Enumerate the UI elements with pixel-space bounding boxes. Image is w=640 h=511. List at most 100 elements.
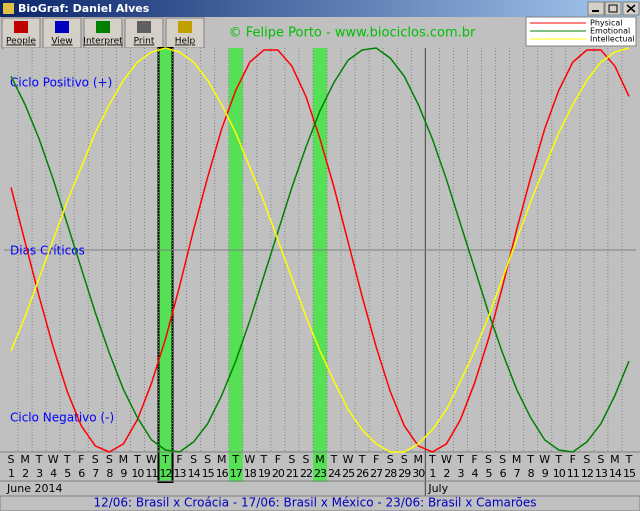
day-label: 8 [528, 467, 535, 480]
weekday-label: T [231, 453, 239, 466]
day-label: 5 [486, 467, 493, 480]
maximize-button[interactable] [604, 1, 622, 16]
weekday-label: F [275, 453, 281, 466]
day-label: 6 [500, 467, 507, 480]
day-label: 1 [429, 467, 435, 480]
weekday-label: T [554, 453, 562, 466]
day-label: 4 [50, 467, 57, 480]
weekday-label: S [204, 453, 211, 466]
month-label: July [427, 482, 448, 495]
weekday-label: S [401, 453, 408, 466]
day-label: 23 [314, 467, 327, 480]
toolbar: People View Interpret Print Help [1, 17, 205, 49]
weekday-label: F [176, 453, 182, 466]
day-label: 17 [230, 467, 243, 480]
day-label: 2 [22, 467, 28, 480]
window-title: BioGraf: Daniel Alves [18, 2, 150, 15]
day-label: 19 [258, 467, 271, 480]
weekday-label: M [512, 453, 522, 466]
day-label: 14 [188, 467, 201, 480]
axis-label: Ciclo Negativo (-) [10, 411, 114, 425]
day-label: 29 [398, 467, 411, 480]
weekday-label: F [373, 453, 379, 466]
weekday-label: M [315, 453, 325, 466]
day-label: 2 [443, 467, 449, 480]
weekday-label: S [288, 453, 295, 466]
day-label: 12 [160, 467, 172, 480]
minimize-button[interactable] [587, 1, 605, 16]
day-label: 10 [553, 467, 566, 480]
day-label: 30 [412, 467, 425, 480]
axis-label: Ciclo Positivo (+) [10, 76, 112, 90]
day-label: 24 [328, 467, 341, 480]
weekday-label: S [92, 453, 99, 466]
credit: © Felipe Porto - www.biociclos.com.br [229, 26, 476, 41]
status-bar [0, 495, 640, 511]
day-label: 9 [120, 467, 127, 480]
day-label: 20 [272, 467, 285, 480]
day-label: 27 [370, 467, 383, 480]
weekday-label: W [343, 453, 354, 466]
day-label: 3 [36, 467, 43, 480]
weekday-label: S [597, 453, 604, 466]
critical-day-band [228, 48, 243, 482]
day-label: 5 [64, 467, 71, 480]
legend-label: Intellectual [590, 35, 635, 44]
button-icon [137, 21, 151, 33]
day-label: 22 [300, 467, 312, 480]
weekday-label: M [610, 453, 620, 466]
biorhythm-curve [10, 49, 630, 453]
weekday-label: F [570, 453, 576, 466]
biorhythm-curve [10, 47, 630, 453]
title-bar [0, 0, 640, 17]
close-glyph [626, 4, 636, 13]
weekday-label: M [119, 453, 129, 466]
month-label: June 2014 [6, 482, 62, 495]
day-label: 13 [595, 467, 608, 480]
weekday-label: M [414, 453, 424, 466]
legend-label: Emotional [590, 27, 630, 36]
button-icon [96, 21, 110, 33]
day-label: 12 [581, 467, 593, 480]
weekday-label: T [428, 453, 436, 466]
day-label: 18 [244, 467, 257, 480]
weekday-label: S [190, 453, 197, 466]
weekday-label: T [358, 453, 366, 466]
day-label: 28 [384, 467, 397, 480]
button-label: Print [134, 37, 155, 47]
day-label: 7 [92, 467, 99, 480]
day-label: 7 [514, 467, 521, 480]
weekday-label: S [499, 453, 506, 466]
weekday-label: T [63, 453, 71, 466]
day-label: 14 [609, 467, 622, 480]
day-label: 13 [174, 467, 187, 480]
weekday-label: S [8, 453, 15, 466]
button-icon [178, 21, 192, 33]
button-label: View [51, 37, 72, 47]
weekday-label: S [583, 453, 590, 466]
day-label: 8 [106, 467, 113, 480]
weekday-label: T [35, 453, 43, 466]
day-label: 6 [78, 467, 85, 480]
weekday-label: W [539, 453, 550, 466]
button-icon [14, 21, 28, 33]
maximize-glyph [608, 4, 618, 13]
weekday-label: T [259, 453, 267, 466]
day-label: 10 [131, 467, 144, 480]
weekday-label: F [78, 453, 84, 466]
day-label: 11 [567, 467, 579, 480]
weekday-label: T [133, 453, 141, 466]
button-label: Interpret [83, 37, 123, 47]
day-label: 16 [216, 467, 229, 480]
button-label: People [6, 37, 36, 47]
weekday-label: M [217, 453, 227, 466]
weekday-label: T [330, 453, 338, 466]
weekday-label: T [161, 453, 169, 466]
weekday-label: S [106, 453, 113, 466]
window-controls [587, 1, 640, 16]
day-label: 9 [542, 467, 549, 480]
day-label: 11 [145, 467, 157, 480]
day-label: 1 [8, 467, 14, 480]
